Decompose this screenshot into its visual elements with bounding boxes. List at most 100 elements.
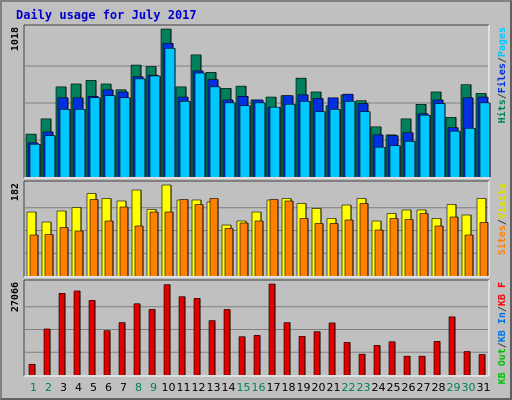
bar-kbytes-day-20-fill xyxy=(314,331,320,375)
bar-kbytes-day-2-fill xyxy=(44,328,50,375)
bar-pages-day-26-fill xyxy=(405,141,415,177)
bar-sites-day-2-fill xyxy=(45,234,53,276)
bar-kbytes-day-26 xyxy=(403,355,411,375)
bar-sites-day-21 xyxy=(329,223,339,276)
bar-sites-day-30-fill xyxy=(465,235,473,276)
bar-kbytes-day-17-fill xyxy=(269,284,275,375)
bar-kbytes-day-19-fill xyxy=(299,336,305,375)
x-tick-day-10: 10 xyxy=(162,381,176,394)
legend-visits-sites-0: Visits xyxy=(496,183,508,219)
bar-sites-day-17 xyxy=(269,199,279,276)
bar-pages-day-21-fill xyxy=(330,109,340,177)
legend-visits-sites-2: Sites xyxy=(496,225,508,255)
bar-pages-day-10 xyxy=(164,48,176,177)
bar-pages-day-25 xyxy=(389,145,401,177)
bar-kbytes-day-3-fill xyxy=(59,293,65,375)
bar-kbytes-day-13 xyxy=(208,320,216,375)
bar-kbytes-day-10 xyxy=(163,284,171,375)
bar-kbytes-day-18 xyxy=(283,322,291,375)
bar-kbytes-day-13-fill xyxy=(209,320,215,375)
bar-kbytes-day-21-fill xyxy=(329,322,335,375)
legend-kbytes-3: / xyxy=(497,342,508,348)
panel-kbytes-legend: KB F/KB In/KB Out xyxy=(497,282,508,384)
bar-kbytes-day-1-fill xyxy=(29,364,35,375)
bar-kbytes-day-27 xyxy=(418,355,426,375)
bar-pages-day-12-fill xyxy=(195,73,205,177)
bar-pages-day-22-fill xyxy=(345,101,355,177)
bar-kbytes-day-23 xyxy=(358,353,366,375)
bar-pages-day-11 xyxy=(179,101,191,177)
bar-sites-day-13 xyxy=(209,198,219,276)
bar-sites-day-11 xyxy=(179,199,189,276)
bar-sites-day-5-fill xyxy=(90,199,98,276)
x-tick-day-14: 14 xyxy=(222,381,236,394)
bar-pages-day-9 xyxy=(149,75,161,177)
bar-pages-day-8-fill xyxy=(135,78,145,177)
bar-pages-day-2-fill xyxy=(45,135,55,177)
bar-kbytes-day-23-fill xyxy=(359,354,365,375)
bar-kbytes-day-14-fill xyxy=(224,309,230,375)
bar-pages-day-24 xyxy=(374,146,386,177)
x-tick-day-9: 9 xyxy=(150,381,157,394)
bar-pages-day-20-fill xyxy=(315,111,325,177)
bar-sites-day-20-fill xyxy=(315,223,323,276)
x-tick-day-21: 21 xyxy=(327,381,341,394)
x-tick-day-31: 31 xyxy=(477,381,491,394)
bar-kbytes-day-6-fill xyxy=(104,330,110,375)
bar-kbytes-day-6 xyxy=(103,330,111,375)
bar-pages-day-8 xyxy=(134,78,146,177)
bar-kbytes-day-15 xyxy=(238,336,246,375)
bar-pages-day-25-fill xyxy=(390,145,400,177)
bar-sites-day-16 xyxy=(254,220,264,276)
bar-sites-day-3 xyxy=(59,227,69,276)
bar-sites-day-29 xyxy=(449,216,459,276)
bar-sites-day-22-fill xyxy=(345,220,353,276)
bar-sites-day-1-fill xyxy=(30,235,38,276)
bar-sites-day-23-fill xyxy=(360,203,368,276)
x-tick-day-18: 18 xyxy=(282,381,296,394)
bar-sites-day-10-fill xyxy=(165,212,173,276)
panel-pages-files-hits-legend: Pages/Files/Hits xyxy=(496,27,508,123)
bar-kbytes-day-29-fill xyxy=(449,316,455,375)
bar-sites-day-12 xyxy=(194,204,204,276)
x-tick-day-16: 16 xyxy=(252,381,266,394)
bar-sites-day-19 xyxy=(299,218,309,276)
bar-sites-day-20 xyxy=(314,223,324,276)
bar-pages-day-30 xyxy=(464,127,476,177)
x-tick-day-13: 13 xyxy=(207,381,221,394)
bar-pages-day-2 xyxy=(44,135,56,177)
legend-pages-files-hits-1: / xyxy=(497,57,508,63)
bar-sites-day-3-fill xyxy=(60,227,68,276)
bar-kbytes-day-16-fill xyxy=(254,335,260,375)
bar-pages-day-12 xyxy=(194,72,206,177)
bar-kbytes-day-31 xyxy=(478,354,486,375)
bar-pages-day-6 xyxy=(104,95,116,177)
bar-pages-day-3 xyxy=(59,109,71,177)
x-tick-day-28: 28 xyxy=(432,381,446,394)
x-tick-day-29: 29 xyxy=(447,381,461,394)
bar-kbytes-day-22 xyxy=(343,342,351,375)
x-tick-day-25: 25 xyxy=(387,381,401,394)
bar-kbytes-day-10-fill xyxy=(164,284,170,375)
bar-pages-day-27 xyxy=(419,114,431,177)
bar-sites-day-4-fill xyxy=(75,231,83,276)
x-tick-day-2: 2 xyxy=(45,381,52,394)
bar-sites-day-16-fill xyxy=(255,221,263,276)
bar-kbytes-day-2 xyxy=(43,328,51,375)
bar-sites-day-31 xyxy=(479,222,489,276)
bar-pages-day-18 xyxy=(284,104,296,177)
bar-kbytes-day-18-fill xyxy=(284,322,290,375)
bar-kbytes-day-8-fill xyxy=(134,303,140,375)
bar-kbytes-day-5-fill xyxy=(89,300,95,375)
bar-pages-day-3-fill xyxy=(60,109,70,177)
legend-kbytes-2: KB In xyxy=(497,312,508,342)
bar-pages-day-9-fill xyxy=(150,75,160,177)
bar-pages-day-28 xyxy=(434,103,446,177)
bar-sites-day-8 xyxy=(134,225,144,276)
panel-kbytes-ymax-label: 27066 xyxy=(10,282,21,312)
bar-kbytes-day-30-fill xyxy=(464,351,470,375)
x-tick-day-3: 3 xyxy=(60,381,67,394)
bar-pages-day-13 xyxy=(209,86,221,177)
